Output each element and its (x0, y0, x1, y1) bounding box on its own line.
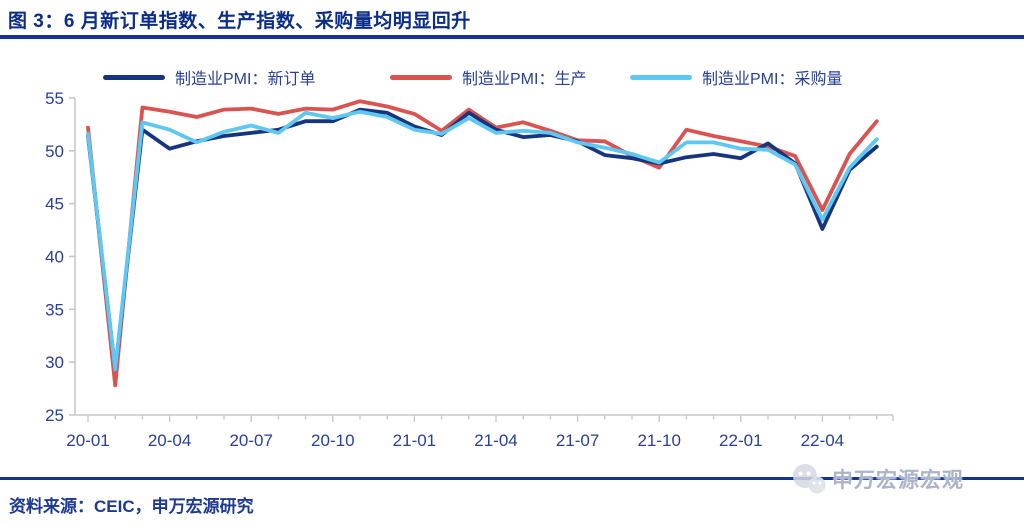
line-new-orders (86, 107, 879, 372)
x-tick-label: 21-04 (474, 431, 517, 450)
figure-title: 图 3：6 月新订单指数、生产指数、采购量均明显回升 (8, 11, 471, 32)
y-tick-label: 50 (45, 142, 64, 161)
legend-item-new-orders: 制造业PMI：新订单 (103, 66, 315, 88)
y-tick-label: 30 (45, 353, 64, 372)
y-tick-label: 45 (45, 195, 64, 214)
legend-label: 制造业PMI：新订单 (175, 71, 316, 88)
y-tick-label: 55 (45, 89, 64, 108)
legend-label: 制造业PMI：生产 (462, 71, 587, 88)
x-tick-label: 20-10 (311, 431, 354, 450)
line-production (86, 99, 879, 388)
y-tick-label: 25 (45, 406, 64, 425)
x-tick-label: 21-07 (556, 431, 599, 450)
y-tick-label: 35 (45, 300, 64, 319)
legend-item-purchasing: 制造业PMI：采购量 (630, 66, 842, 88)
title-underline (0, 35, 1024, 39)
pmi-line-chart: 25 30 35 40 45 50 55 20-01 20-04 20-07 20-10 21-01 2… (45, 89, 894, 450)
legend-label: 制造业PMI：采购量 (702, 71, 843, 88)
x-tick-label: 21-10 (637, 431, 680, 450)
production-line-swatch (390, 74, 452, 80)
sws-chat-logo-icon (793, 464, 826, 494)
purchasing-line-swatch (630, 74, 692, 80)
x-tick-label: 22-04 (801, 431, 844, 450)
x-tick-label: 21-01 (393, 431, 436, 450)
y-tick-label: 40 (45, 248, 64, 267)
x-tick-label: 20-04 (148, 431, 191, 450)
source-text: 资料来源：CEIC，申万宏源研究 (9, 497, 254, 516)
legend-item-production: 制造业PMI：生产 (390, 66, 586, 88)
chart-legend: 制造业PMI：新订单 制造业PMI：生产 制造业PMI：采购量 (0, 66, 1024, 88)
x-tick-label: 20-07 (229, 431, 272, 450)
line-purchasing (86, 109, 879, 372)
watermark-text: 申万宏源宏观 (832, 469, 964, 492)
new-orders-line-swatch (103, 74, 165, 80)
sws-watermark: 申万宏源宏观 (790, 460, 1020, 498)
bottom-rule (0, 477, 1024, 480)
x-tick-label: 22-01 (719, 431, 762, 450)
x-tick-label: 20-01 (66, 431, 109, 450)
